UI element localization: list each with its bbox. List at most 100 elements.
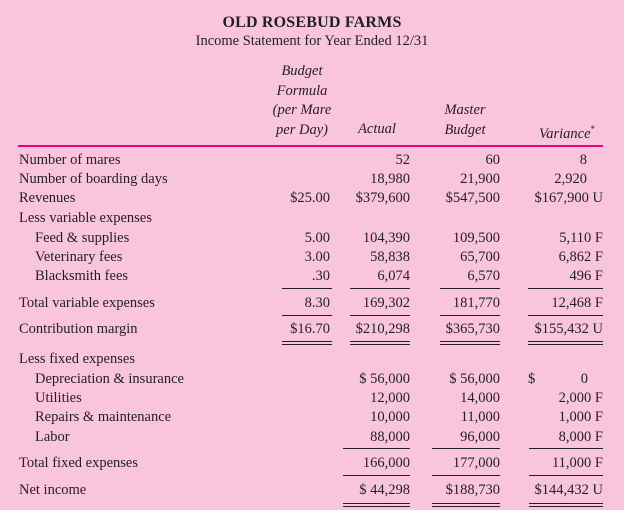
row-feed-supplies: Feed & supplies 5.00 104,390 109,500 5,1… [0,229,624,248]
master-value: 65,700 [460,249,500,265]
actual-value: 18,980 [370,171,410,187]
formula-value: $16.70 [290,321,330,337]
underline [343,448,410,449]
company-name: OLD ROSEBUD FARMS [222,14,402,31]
row-depreciation-insurance: Depreciation & insurance $ 56,000 $ 56,0… [0,370,624,389]
row-labor: Labor 88,000 96,000 8,000 F [0,428,624,447]
variance-value: 8,000 F [558,429,603,445]
actual-value: 10,000 [370,409,410,425]
double-underline [529,503,603,507]
double-underline [282,341,332,345]
variance-label: Variance [538,126,591,142]
variance-dollar-sign: $ [528,371,536,387]
actual-value: 12,000 [370,390,410,406]
actual-value: 58,838 [370,249,410,265]
row-total-variable-expenses: Total variable expenses 8.30 169,302 181… [0,294,624,313]
master-value: 60 [485,152,501,168]
formula-value: 5.00 [304,230,330,246]
row-label: Contribution margin [19,321,138,337]
variance-value: 12,468 F [551,295,603,311]
variance-value: 8 [579,152,587,168]
column-header-actual: Actual [358,121,396,137]
row-label: Repairs & maintenance [35,409,172,425]
variance-value: $167,900 U [534,190,603,206]
formula-value: 8.30 [304,295,330,311]
header-line: per Day) [276,121,328,138]
row-veterinary-fees: Veterinary fees 3.00 58,838 65,700 6,862… [0,248,624,267]
footnote-mark: * [590,124,596,134]
column-header-master-budget: Master Budget [432,101,498,140]
underline [350,315,410,316]
underline [440,315,500,316]
row-label: Number of boarding days [19,171,168,187]
double-underline [432,503,500,507]
variance-value: $144,432 U [534,482,603,498]
master-value: $188,730 [445,482,500,498]
variance-value: 496 F [569,268,603,284]
variance-value: 1,000 F [558,409,603,425]
actual-value: 88,000 [370,429,410,445]
row-revenues: Revenues $25.00 $379,600 $547,500 $167,9… [0,189,624,208]
row-utilities: Utilities 12,000 14,000 2,000 F [0,389,624,408]
underline [432,448,500,449]
row-label: Depreciation & insurance [35,371,184,387]
row-label: Veterinary fees [35,249,123,265]
master-value: 21,900 [460,171,500,187]
row-label: Feed & supplies [35,230,130,246]
row-label: Net income [19,482,87,498]
row-label: Revenues [19,190,76,206]
double-underline [440,341,500,345]
row-net-income: Net income $ 44,298 $188,730 $144,432 U [0,481,624,500]
row-label: Total variable expenses [19,295,155,311]
variance-value: 2,920 [554,171,587,187]
column-header-budget-formula: Budget Formula (per Mare per Day) [268,62,336,140]
row-blacksmith-fees: Blacksmith fees .30 6,074 6,570 496 F [0,267,624,286]
underline [282,288,332,289]
statement-header: OLD ROSEBUD FARMS Income Statement for Y… [0,13,624,50]
header-line: (per Mare [272,102,332,118]
variance-value: 5,110 F [559,230,603,246]
variance-value: 6,862 F [558,249,603,265]
underline [528,315,603,316]
master-value: 96,000 [460,429,500,445]
header-line: Formula [276,82,328,99]
double-underline [343,503,410,507]
header-line: Budget [281,63,323,79]
actual-value: $ 56,000 [359,371,410,387]
underline [432,475,500,476]
variance-value: 11,000 F [551,455,603,471]
master-value: 181,770 [452,295,500,311]
variance-value: 2,000 F [558,390,603,406]
row-boarding-days: Number of boarding days 18,980 21,900 2,… [0,170,624,189]
row-label: Utilities [35,390,82,406]
variance-value: $155,432 U [534,321,603,337]
row-label: Blacksmith fees [35,268,129,284]
underline [529,475,603,476]
actual-value: 104,390 [362,230,410,246]
underline [343,475,410,476]
variance-value: 0 [580,371,588,387]
actual-value: 52 [395,152,411,168]
row-label: Less fixed expenses [19,351,135,367]
formula-value: $25.00 [290,190,330,206]
row-contribution-margin: Contribution margin $16.70 $210,298 $365… [0,320,624,339]
header-line: Master [444,102,486,118]
column-header-variance: Variance* [527,120,607,145]
master-value: 109,500 [452,230,500,246]
master-value: 14,000 [460,390,500,406]
master-value: 6,570 [467,268,500,284]
row-less-variable-expenses: Less variable expenses [0,209,624,228]
actual-value: 6,074 [377,268,410,284]
statement-subtitle: Income Statement for Year Ended 12/31 [195,33,429,49]
row-number-of-mares: Number of mares 52 60 8 [0,151,624,170]
actual-value: $379,600 [355,190,410,206]
master-value: 177,000 [452,455,500,471]
underline [528,288,603,289]
row-repairs-maintenance: Repairs & maintenance 10,000 11,000 1,00… [0,408,624,427]
row-label: Less variable expenses [19,210,152,226]
underline [350,288,410,289]
master-value: $ 56,000 [449,371,500,387]
double-underline [528,341,603,345]
row-label: Labor [35,429,70,445]
actual-value: $210,298 [355,321,410,337]
